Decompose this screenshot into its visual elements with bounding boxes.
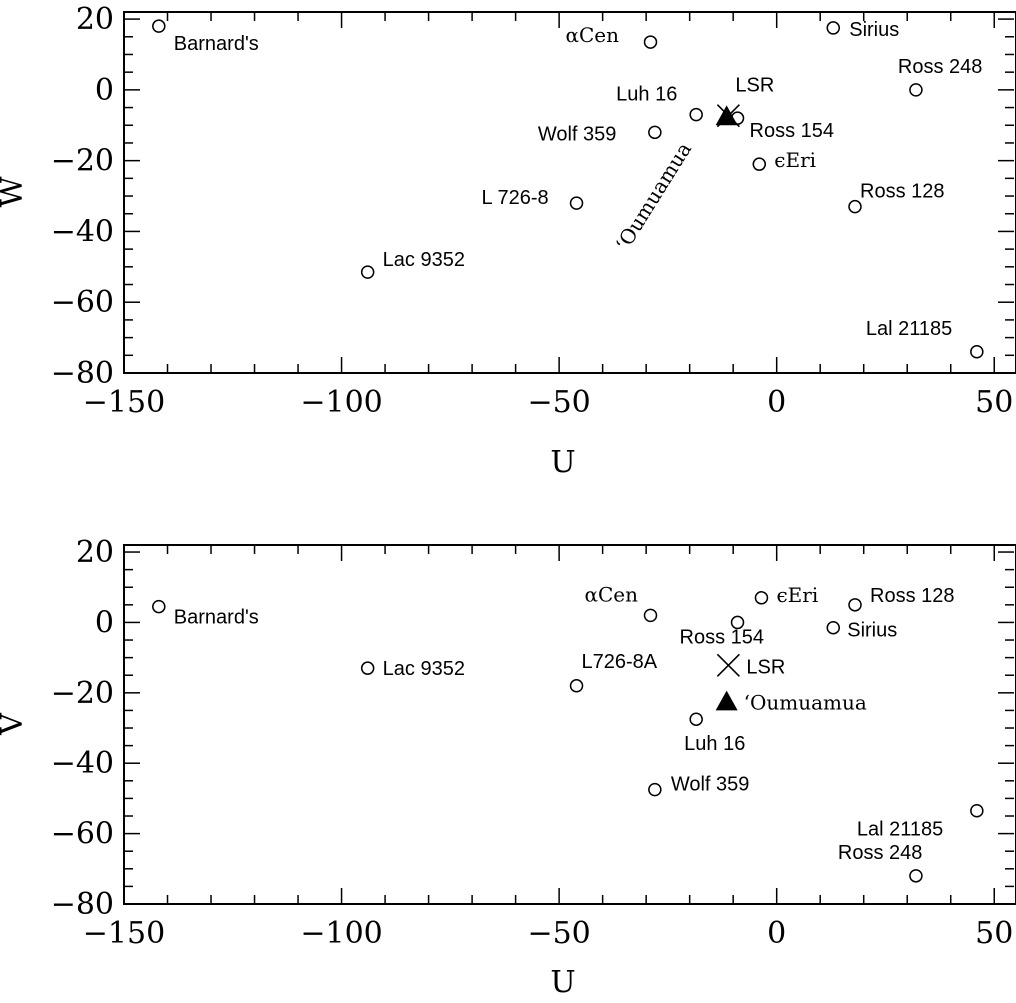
point-ross-128 — [848, 598, 862, 612]
label-lsr: LSR — [735, 75, 774, 97]
point-ross-154 — [730, 615, 745, 630]
x-axis-label: U — [550, 445, 575, 480]
label-barnard-s: Barnard's — [174, 33, 259, 55]
label-lac-9352: Lac 9352 — [383, 249, 465, 271]
y-tick-label: −80 — [51, 887, 114, 922]
label-oumuamua: ‘Oumuamua — [744, 691, 867, 715]
point-eri — [754, 591, 769, 605]
uw-panel: −150 −100 −50 0 50 −80 −60 −40 −20 0 20 U W Barnard's… — [0, 2, 1016, 480]
x-axis-label: U — [550, 965, 575, 1000]
point-wolf-359 — [648, 125, 662, 140]
x-tick-label: −100 — [300, 916, 382, 951]
y-tick-label: 20 — [76, 2, 114, 37]
point-ross-128 — [848, 199, 862, 214]
label-ross-128: Ross 128 — [860, 181, 945, 203]
point-barnard-s — [152, 599, 166, 614]
label-lac-9352: Lac 9352 — [383, 658, 465, 680]
label-eri: ϵEri — [776, 583, 818, 607]
label-luh-16: Luh 16 — [684, 733, 745, 755]
label-ross-248: Ross 248 — [898, 56, 983, 78]
point-wolf-359 — [648, 782, 662, 797]
label-wolf-359: Wolf 359 — [538, 123, 617, 145]
label-sirius: Sirius — [847, 620, 897, 642]
y-axis-label: W — [0, 176, 30, 207]
label-eri: ϵEri — [774, 148, 816, 172]
label-cen: αCen — [584, 582, 638, 606]
x-tick-label: 0 — [767, 916, 786, 951]
point-l726-8a — [569, 679, 584, 693]
marker-oumuamua — [715, 105, 738, 126]
label-ross-154: Ross 154 — [680, 626, 765, 648]
x-tick-label: −100 — [300, 385, 382, 420]
point-luh-16 — [689, 712, 703, 726]
x-tick-label: 0 — [767, 385, 786, 420]
point-cen — [643, 608, 658, 623]
point-barnard-s — [152, 19, 166, 33]
label-luh-16: Luh 16 — [616, 84, 677, 106]
plot-frame — [123, 11, 1016, 374]
point-ross-248 — [909, 869, 923, 883]
label-barnard-s: Barnard's — [174, 607, 259, 629]
label-lal-21185: Lal 21185 — [857, 819, 943, 841]
label-lsr: LSR — [746, 656, 785, 678]
label-sirius: Sirius — [849, 19, 899, 41]
label-wolf-359: Wolf 359 — [671, 774, 750, 796]
label-cen: αCen — [565, 23, 619, 47]
point-lal-21185 — [970, 803, 984, 818]
x-tick-label: −150 — [83, 385, 165, 420]
point-lal-21185 — [970, 345, 984, 359]
y-tick-label: −60 — [51, 817, 114, 852]
label-l-726-8: L 726-8 — [482, 187, 549, 209]
point-sirius — [826, 21, 840, 35]
y-tick-label: −80 — [51, 356, 114, 391]
point-luh-16 — [689, 107, 703, 122]
y-axis-label: V — [0, 712, 30, 736]
uv-panel: −150 −100 −50 0 50 −80 −60 −40 −20 0 20 U V Barnard's… — [0, 535, 1016, 1000]
x-tick-label: −50 — [527, 916, 590, 951]
point-l-726-8 — [569, 196, 584, 210]
point-lac-9352 — [360, 661, 375, 675]
label-ross-154: Ross 154 — [750, 120, 835, 142]
y-tick-label: −20 — [51, 144, 114, 179]
x-tick-label: −50 — [527, 385, 590, 420]
y-tick-label: −40 — [51, 214, 114, 249]
x-tick-label: 50 — [975, 385, 1013, 420]
y-tick-label: 20 — [76, 535, 114, 570]
y-tick-label: −40 — [51, 746, 114, 781]
label-lal-21185: Lal 21185 — [866, 318, 952, 340]
y-tick-label: −20 — [51, 676, 114, 711]
point-cen — [643, 35, 658, 49]
y-tick-label: 0 — [95, 605, 114, 640]
label-l726-8a: L726-8A — [582, 651, 658, 673]
point-lac-9352 — [360, 265, 375, 279]
x-tick-label: 50 — [975, 916, 1013, 951]
point-sirius — [826, 620, 840, 635]
marker-oumuamua — [715, 690, 738, 711]
y-tick-label: 0 — [95, 73, 114, 108]
label-ross-128: Ross 128 — [870, 585, 955, 607]
point-ross-248 — [909, 83, 923, 97]
marker-lsr — [716, 653, 740, 677]
y-tick-label: −60 — [51, 285, 114, 320]
label-oumuamua: ‘Oumuamua — [611, 138, 697, 255]
point-eri — [752, 157, 767, 171]
plot-frame — [123, 544, 1016, 905]
label-ross-248: Ross 248 — [838, 842, 923, 864]
x-tick-label: −150 — [83, 916, 165, 951]
